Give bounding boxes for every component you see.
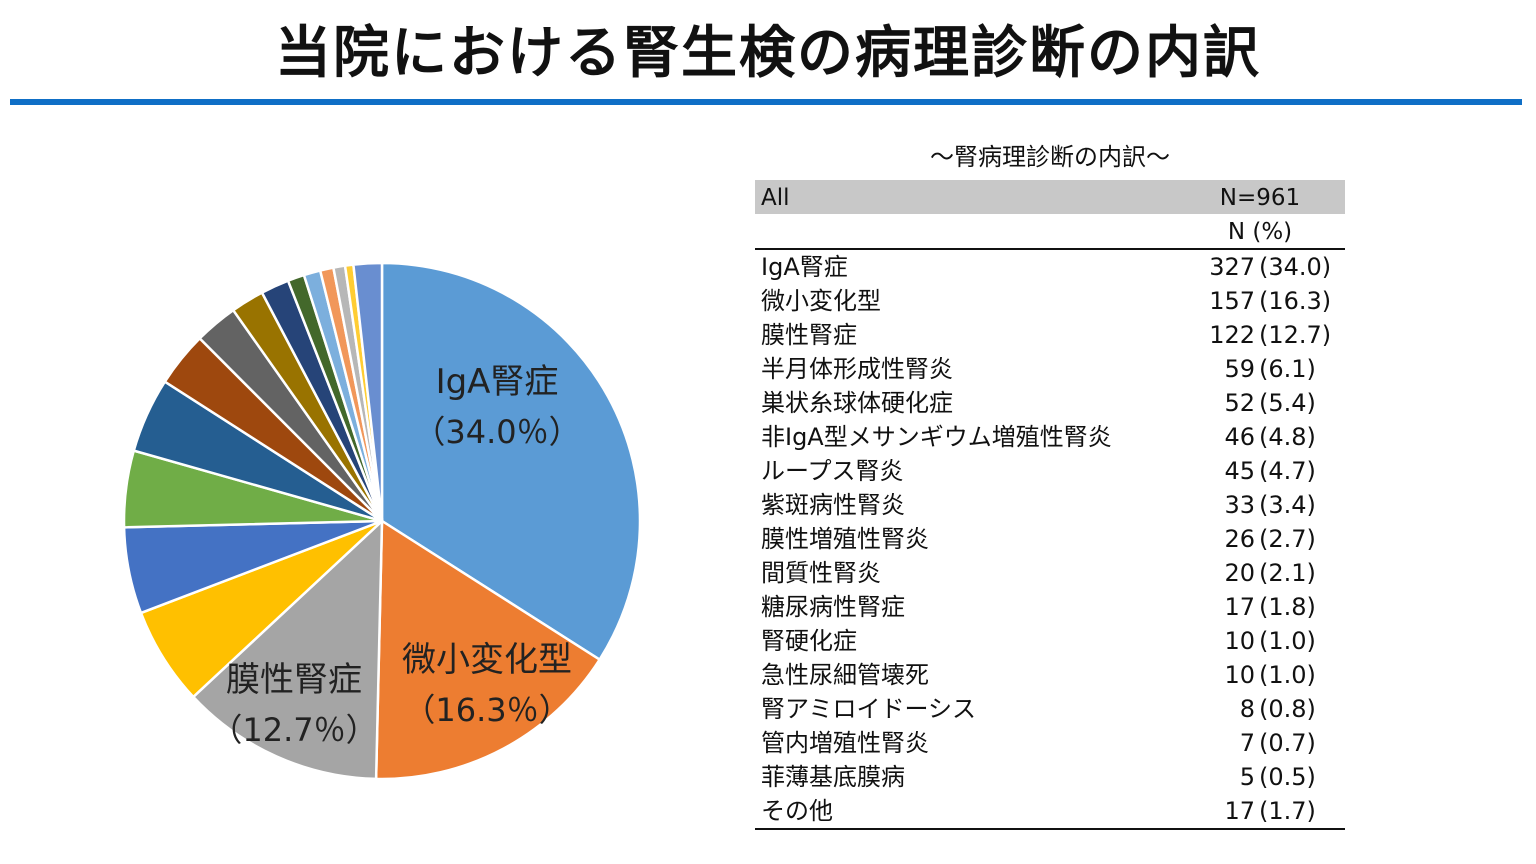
title-underline [10, 99, 1522, 105]
pie-slice-label: IgA腎症 [436, 362, 559, 402]
page-title: 当院における腎生検の病理診断の内訳 [275, 21, 1261, 86]
pie-labels: IgA腎症 （34.0％） 微小変化型 （16.3％） 膜性腎症 （12.7％） [210, 362, 580, 749]
table-row: 菲薄基底膜病 5 (0.5) [755, 760, 1345, 794]
row-diagnosis-name: IgA腎症 [761, 253, 848, 281]
pie-slice-label: 膜性腎症 [226, 660, 362, 700]
pie-slice [374, 518, 602, 781]
row-count: 10 [1224, 661, 1255, 689]
row-count: 20 [1224, 559, 1255, 587]
row-percent: (16.3) [1259, 287, 1332, 315]
table-row: 紫斑病性腎炎 33 (3.4) [755, 488, 1345, 522]
row-diagnosis-name: 間質性腎炎 [761, 559, 881, 587]
row-percent: (0.8) [1259, 695, 1316, 723]
table-body: IgA腎症 327 (34.0) 微小変化型 157 (16.3) 膜性腎症 122 (12.7… [755, 250, 1345, 830]
row-count: 33 [1224, 491, 1255, 519]
unit-label: N (%) [1227, 219, 1293, 245]
table-row: その他 17 (1.7) [755, 794, 1345, 828]
pie-slices [122, 261, 642, 781]
row-percent: (1.0) [1259, 627, 1316, 655]
table-row: 急性尿細管壊死 10 (1.0) [755, 658, 1345, 692]
pie-slice-percent-label: （34.0％） [413, 413, 580, 451]
header-all-label: All [761, 185, 790, 211]
row-percent: (1.8) [1259, 593, 1316, 621]
pie-slice [380, 261, 642, 662]
row-percent: (0.7) [1259, 729, 1316, 757]
table-row: IgA腎症 327 (34.0) [755, 250, 1345, 284]
pie-slice-percent-label: （12.7％） [210, 711, 377, 749]
table-row: 腎硬化症 10 (1.0) [755, 624, 1345, 658]
row-percent: (3.4) [1259, 491, 1316, 519]
table-header-row: All N=961 [755, 180, 1345, 214]
header-total: N=961 [1219, 185, 1301, 211]
row-count: 46 [1224, 423, 1255, 451]
table-row: 管内増殖性腎炎 7 (0.7) [755, 726, 1345, 760]
table-row: 間質性腎炎 20 (2.1) [755, 556, 1345, 590]
row-percent: (2.1) [1259, 559, 1316, 587]
pie-chart: IgA腎症 （34.0％） 微小変化型 （16.3％） 膜性腎症 （12.7％） [122, 261, 642, 781]
row-diagnosis-name: 菲薄基底膜病 [761, 763, 905, 791]
table-row: 非IgA型メサンギウム増殖性腎炎 46 (4.8) [755, 420, 1345, 454]
row-diagnosis-name: 急性尿細管壊死 [761, 661, 929, 689]
table-row: 膜性腎症 122 (12.7) [755, 318, 1345, 352]
row-count: 7 [1239, 729, 1255, 757]
row-diagnosis-name: ループス腎炎 [761, 457, 904, 485]
row-diagnosis-name: 管内増殖性腎炎 [761, 729, 929, 757]
row-percent: (6.1) [1259, 355, 1316, 383]
row-diagnosis-name: 巣状糸球体硬化症 [761, 389, 953, 417]
row-count: 26 [1224, 525, 1255, 553]
pie-slice-label: 微小変化型 [402, 640, 572, 680]
row-diagnosis-name: 半月体形成性腎炎 [761, 355, 953, 383]
row-diagnosis-name: 膜性腎症 [761, 321, 857, 349]
pie-slice [351, 261, 384, 522]
row-count: 122 [1209, 321, 1255, 349]
row-count: 45 [1224, 457, 1255, 485]
row-count: 59 [1224, 355, 1255, 383]
row-percent: (34.0) [1259, 253, 1332, 281]
table-row: 糖尿病性腎症 17 (1.8) [755, 590, 1345, 624]
pie-slice [191, 518, 384, 781]
table-row: 巣状糸球体硬化症 52 (5.4) [755, 386, 1345, 420]
row-percent: (1.0) [1259, 661, 1316, 689]
row-diagnosis-name: 糖尿病性腎症 [761, 593, 905, 621]
row-percent: (0.5) [1259, 763, 1316, 791]
row-diagnosis-name: 紫斑病性腎炎 [761, 491, 905, 519]
row-count: 8 [1239, 695, 1255, 723]
table-row: 膜性増殖性腎炎 26 (2.7) [755, 522, 1345, 556]
row-count: 52 [1224, 389, 1255, 417]
row-diagnosis-name: 膜性増殖性腎炎 [761, 525, 929, 553]
row-count: 157 [1209, 287, 1255, 315]
row-diagnosis-name: 非IgA型メサンギウム増殖性腎炎 [761, 423, 1112, 451]
row-diagnosis-name: その他 [761, 797, 833, 825]
row-percent: (1.7) [1259, 797, 1316, 825]
row-percent: (2.7) [1259, 525, 1316, 553]
row-percent: (4.8) [1259, 423, 1316, 451]
row-diagnosis-name: 微小変化型 [761, 287, 881, 315]
row-count: 17 [1224, 797, 1255, 825]
row-diagnosis-name: 腎硬化症 [761, 627, 857, 655]
row-count: 10 [1224, 627, 1255, 655]
diagnosis-table: All N=961 N (%) IgA腎症 327 (34.0) 微小変化型 157 (1… [755, 180, 1345, 830]
row-count: 17 [1224, 593, 1255, 621]
table-row: ループス腎炎 45 (4.7) [755, 454, 1345, 488]
table-row: 半月体形成性腎炎 59 (6.1) [755, 352, 1345, 386]
row-count: 5 [1239, 763, 1255, 791]
row-percent: (12.7) [1259, 321, 1332, 349]
table-unit-row: N (%) [755, 214, 1345, 250]
table-row: 腎アミロイドーシス 8 (0.8) [755, 692, 1345, 726]
table-row: 微小変化型 157 (16.3) [755, 284, 1345, 318]
pie-slice-percent-label: （16.3％） [403, 691, 570, 729]
row-percent: (4.7) [1259, 457, 1316, 485]
row-count: 327 [1209, 253, 1255, 281]
row-diagnosis-name: 腎アミロイドーシス [761, 695, 977, 723]
table-caption: ～腎病理診断の内訳～ [930, 143, 1170, 171]
row-percent: (5.4) [1259, 389, 1316, 417]
